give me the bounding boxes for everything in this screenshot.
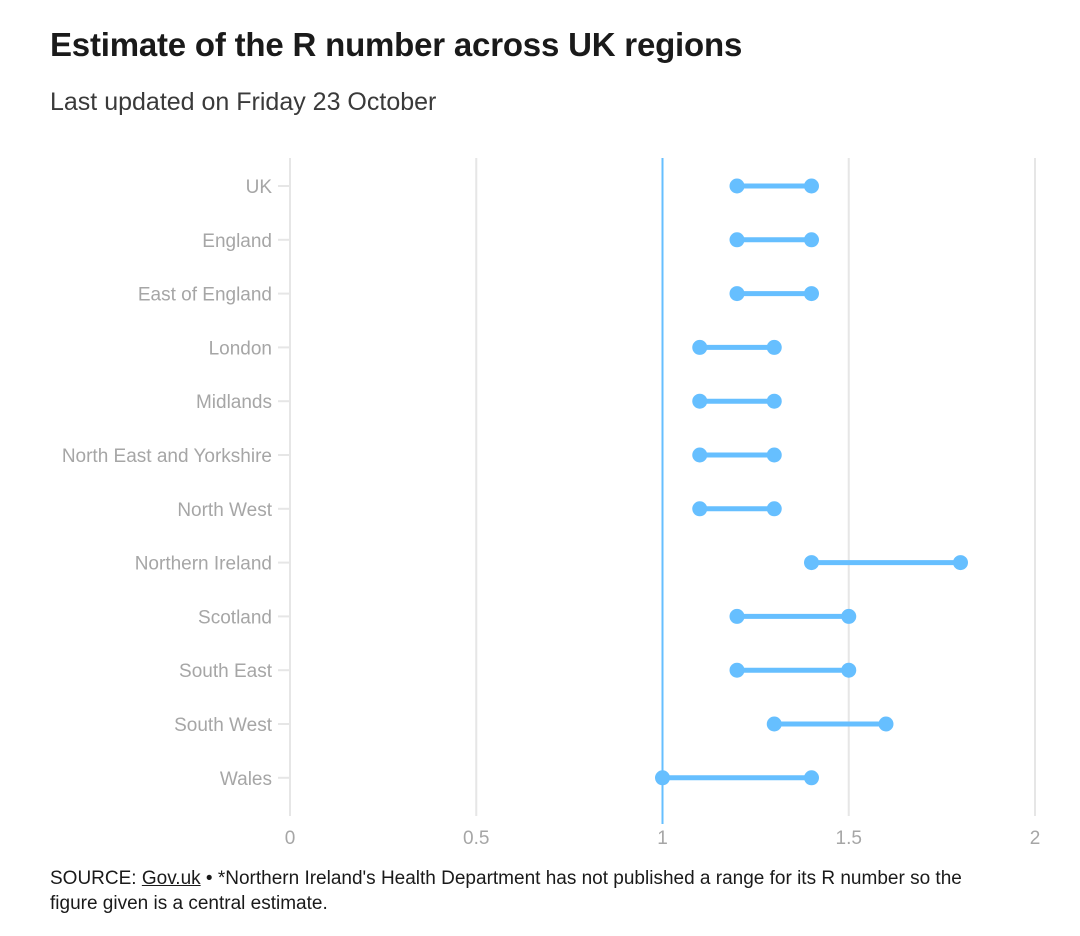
category-label: UK	[246, 177, 273, 198]
upper-estimate-dot	[804, 770, 819, 786]
chart-subtitle: Last updated on Friday 23 October	[50, 88, 437, 116]
lower-estimate-dot	[655, 770, 670, 786]
category-label: North West	[177, 500, 272, 521]
lower-estimate-dot	[692, 447, 708, 463]
lower-estimate-dot	[729, 608, 745, 624]
category-label: East of England	[138, 285, 272, 306]
category-label: Scotland	[198, 607, 272, 628]
upper-estimate-dot	[766, 339, 782, 355]
lower-estimate-dot	[692, 339, 708, 355]
dumbbell-chart: UK England East of England London Midlands No…	[62, 158, 1041, 849]
category-label: England	[202, 231, 272, 252]
category-label: London	[209, 338, 272, 359]
upper-estimate-dot	[953, 555, 968, 571]
lower-estimate-dot	[729, 178, 745, 194]
category-label: Midlands	[196, 392, 272, 413]
category-label: South East	[179, 661, 273, 682]
lower-estimate-dot	[729, 286, 745, 302]
x-tick-label: 0	[285, 828, 296, 849]
upper-estimate-dot	[804, 178, 819, 194]
lower-estimate-dot	[692, 501, 708, 517]
category-label: North East and Yorkshire	[62, 446, 272, 467]
x-tick-label: 1	[657, 828, 668, 849]
lower-estimate-dot	[766, 716, 782, 732]
x-tick-label: 0.5	[463, 828, 489, 849]
upper-estimate-dot	[804, 232, 819, 248]
x-tick-label: 2	[1030, 828, 1041, 849]
category-label: South West	[174, 715, 273, 736]
footer-note-text: • *Northern Ireland's Health Department …	[50, 868, 962, 914]
lower-estimate-dot	[729, 662, 745, 678]
footer-note: SOURCE: Gov.uk • *Northern Ireland's Hea…	[50, 866, 1010, 916]
upper-estimate-dot	[841, 608, 857, 624]
lower-estimate-dot	[804, 555, 819, 571]
upper-estimate-dot	[841, 662, 857, 678]
chart-title: Estimate of the R number across UK regio…	[50, 26, 743, 63]
category-label: Wales	[220, 769, 272, 790]
category-label: Northern Ireland	[135, 554, 272, 575]
lower-estimate-dot	[729, 232, 745, 248]
upper-estimate-dot	[804, 286, 819, 302]
lower-estimate-dot	[692, 393, 708, 409]
upper-estimate-dot	[766, 501, 782, 517]
x-tick-label: 1.5	[836, 828, 862, 849]
source-link[interactable]: Gov.uk	[141, 868, 201, 889]
upper-estimate-dot	[766, 393, 782, 409]
upper-estimate-dot	[878, 716, 894, 732]
source-prefix: SOURCE:	[50, 868, 142, 889]
upper-estimate-dot	[766, 447, 782, 463]
